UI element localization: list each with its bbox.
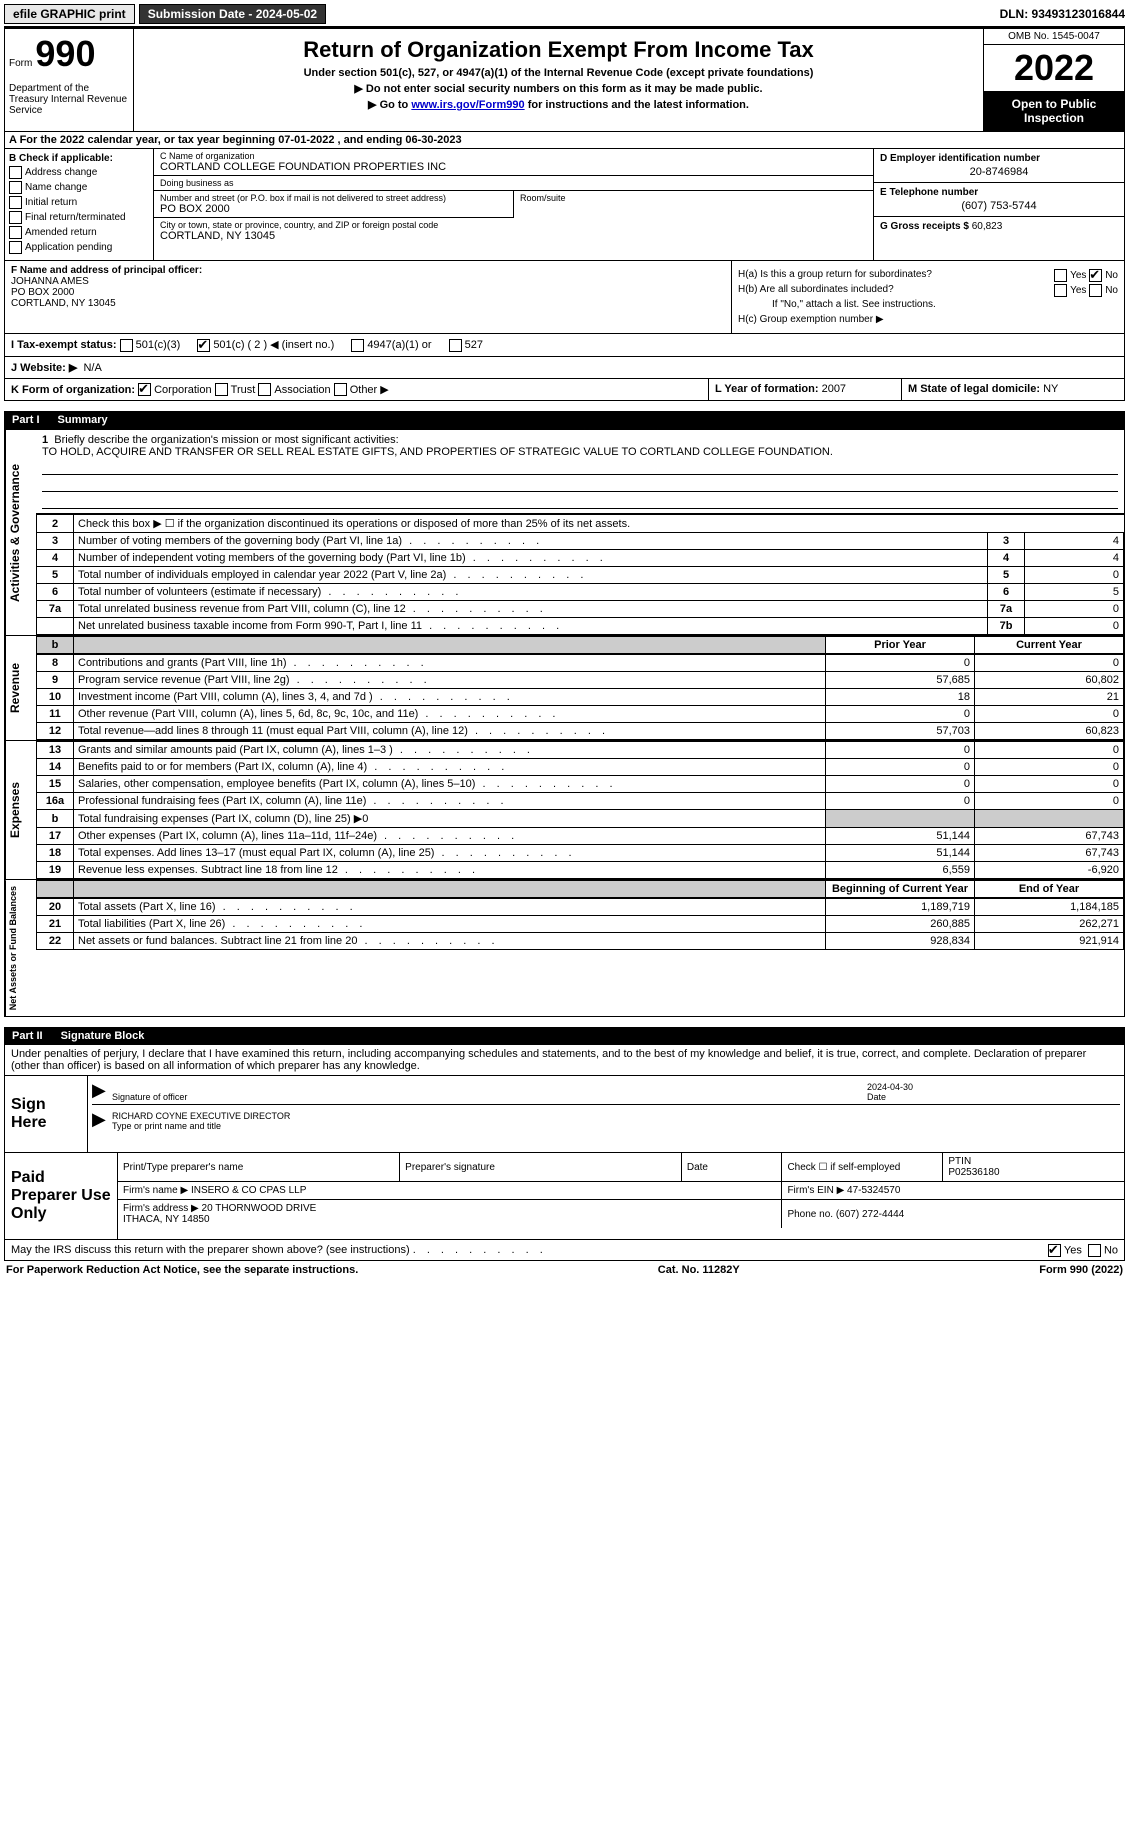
omb-number: OMB No. 1545-0047	[984, 29, 1124, 45]
two-col-header-rev: bPrior YearCurrent Year	[36, 636, 1124, 654]
part-ii-header: Part II Signature Block	[4, 1027, 1125, 1045]
form-header: Form 990 Department of the Treasury Inte…	[4, 27, 1125, 132]
revenue-table: 8Contributions and grants (Part VIII, li…	[36, 654, 1124, 740]
firm-phone: (607) 272-4444	[836, 1209, 904, 1220]
row-a-calendar: A For the 2022 calendar year, or tax yea…	[4, 132, 1125, 149]
city-state-zip: CORTLAND, NY 13045	[160, 230, 867, 242]
ptin-value: P02536180	[948, 1167, 999, 1178]
chk-4947[interactable]	[351, 339, 364, 352]
chk-initial-return[interactable]	[9, 196, 22, 209]
form-label: Form	[9, 58, 32, 69]
firm-ein: 47-5324570	[847, 1185, 900, 1196]
firm-name: INSERO & CO CPAS LLP	[191, 1185, 306, 1196]
side-label-governance: Activities & Governance	[5, 430, 36, 635]
ssn-warning: ▶ Do not enter social security numbers o…	[138, 82, 979, 95]
state-domicile: NY	[1043, 383, 1058, 395]
street-address: PO BOX 2000	[160, 203, 507, 215]
form-title: Return of Organization Exempt From Incom…	[138, 37, 979, 63]
gross-receipts: 60,823	[972, 221, 1003, 232]
top-bar: efile GRAPHIC print Submission Date - 20…	[4, 4, 1125, 27]
net-assets-block: Net Assets or Fund Balances Beginning of…	[4, 880, 1125, 1017]
chk-corp[interactable]	[138, 383, 151, 396]
officer-name: JOHANNA AMES	[11, 276, 725, 287]
ein-value: 20-8746984	[880, 166, 1118, 178]
hb-no[interactable]	[1089, 284, 1102, 297]
efile-button[interactable]: efile GRAPHIC print	[4, 4, 135, 24]
ha-yes[interactable]	[1054, 269, 1067, 282]
expenses-table: 13Grants and similar amounts paid (Part …	[36, 741, 1124, 879]
penalty-statement: Under penalties of perjury, I declare th…	[4, 1045, 1125, 1076]
goto-line: ▶ Go to www.irs.gov/Form990 for instruct…	[138, 98, 979, 111]
row-klm: K Form of organization: Corporation Trus…	[4, 379, 1125, 402]
chk-other[interactable]	[334, 383, 347, 396]
governance-table: 2Check this box ▶ ☐ if the organization …	[36, 514, 1124, 635]
side-label-revenue: Revenue	[5, 636, 36, 740]
paid-preparer-block: Paid Preparer Use Only Print/Type prepar…	[4, 1153, 1125, 1240]
row-i-tax-status: I Tax-exempt status: 501(c)(3) 501(c) ( …	[4, 334, 1125, 357]
sign-date: 2024-04-30	[867, 1082, 913, 1092]
side-label-expenses: Expenses	[5, 741, 36, 879]
discuss-yes[interactable]	[1048, 1244, 1061, 1257]
ha-no[interactable]	[1089, 269, 1102, 282]
submission-date-button[interactable]: Submission Date - 2024-05-02	[139, 4, 326, 24]
discuss-no[interactable]	[1088, 1244, 1101, 1257]
officer-print-name: RICHARD COYNE EXECUTIVE DIRECTOR	[112, 1111, 290, 1121]
revenue-block: Revenue bPrior YearCurrent Year 8Contrib…	[4, 636, 1125, 741]
year-formation: 2007	[822, 383, 846, 395]
form-subtitle: Under section 501(c), 527, or 4947(a)(1)…	[138, 67, 979, 79]
irs-link[interactable]: www.irs.gov/Form990	[411, 99, 524, 111]
website-value: N/A	[83, 362, 101, 374]
section-bcd: B Check if applicable: Address change Na…	[4, 149, 1125, 261]
chk-final-return[interactable]	[9, 211, 22, 224]
chk-501c[interactable]	[197, 339, 210, 352]
open-to-public: Open to Public Inspection	[984, 91, 1124, 131]
net-assets-table: 20Total assets (Part X, line 16)1,189,71…	[36, 898, 1124, 950]
mission-text: TO HOLD, ACQUIRE AND TRANSFER OR SELL RE…	[42, 446, 833, 458]
chk-trust[interactable]	[215, 383, 228, 396]
chk-amended[interactable]	[9, 226, 22, 239]
part-i-header: Part I Summary	[4, 411, 1125, 429]
activities-governance-block: Activities & Governance 1 Briefly descri…	[4, 429, 1125, 636]
net-header-table: Beginning of Current YearEnd of Year	[36, 880, 1124, 898]
phone-value: (607) 753-5744	[880, 200, 1118, 212]
hb-yes[interactable]	[1054, 284, 1067, 297]
row-j-website: J Website: ▶ N/A	[4, 357, 1125, 379]
dln-label: DLN: 93493123016844	[1000, 7, 1125, 21]
form-number: 990	[35, 33, 95, 74]
section-fh: F Name and address of principal officer:…	[4, 261, 1125, 334]
discuss-row: May the IRS discuss this return with the…	[4, 1240, 1125, 1261]
chk-501c3[interactable]	[120, 339, 133, 352]
col-c-org-info: C Name of organization CORTLAND COLLEGE …	[154, 149, 873, 260]
chk-name-change[interactable]	[9, 181, 22, 194]
side-label-net: Net Assets or Fund Balances	[5, 880, 36, 1016]
officer-addr1: PO BOX 2000	[11, 287, 725, 298]
dept-label: Department of the Treasury Internal Reve…	[9, 83, 129, 116]
chk-address-change[interactable]	[9, 166, 22, 179]
tax-year: 2022	[984, 45, 1124, 91]
sign-here-block: Sign Here ▶ Signature of officer 2024-04…	[4, 1076, 1125, 1153]
officer-addr2: CORTLAND, NY 13045	[11, 298, 725, 309]
chk-assoc[interactable]	[258, 383, 271, 396]
chk-app-pending[interactable]	[9, 241, 22, 254]
org-name: CORTLAND COLLEGE FOUNDATION PROPERTIES I…	[160, 161, 867, 173]
expenses-block: Expenses 13Grants and similar amounts pa…	[4, 741, 1125, 880]
col-b-checkboxes: B Check if applicable: Address change Na…	[5, 149, 154, 260]
footer-row: For Paperwork Reduction Act Notice, see …	[4, 1261, 1125, 1279]
col-d-ids: D Employer identification number 20-8746…	[873, 149, 1124, 260]
chk-527[interactable]	[449, 339, 462, 352]
